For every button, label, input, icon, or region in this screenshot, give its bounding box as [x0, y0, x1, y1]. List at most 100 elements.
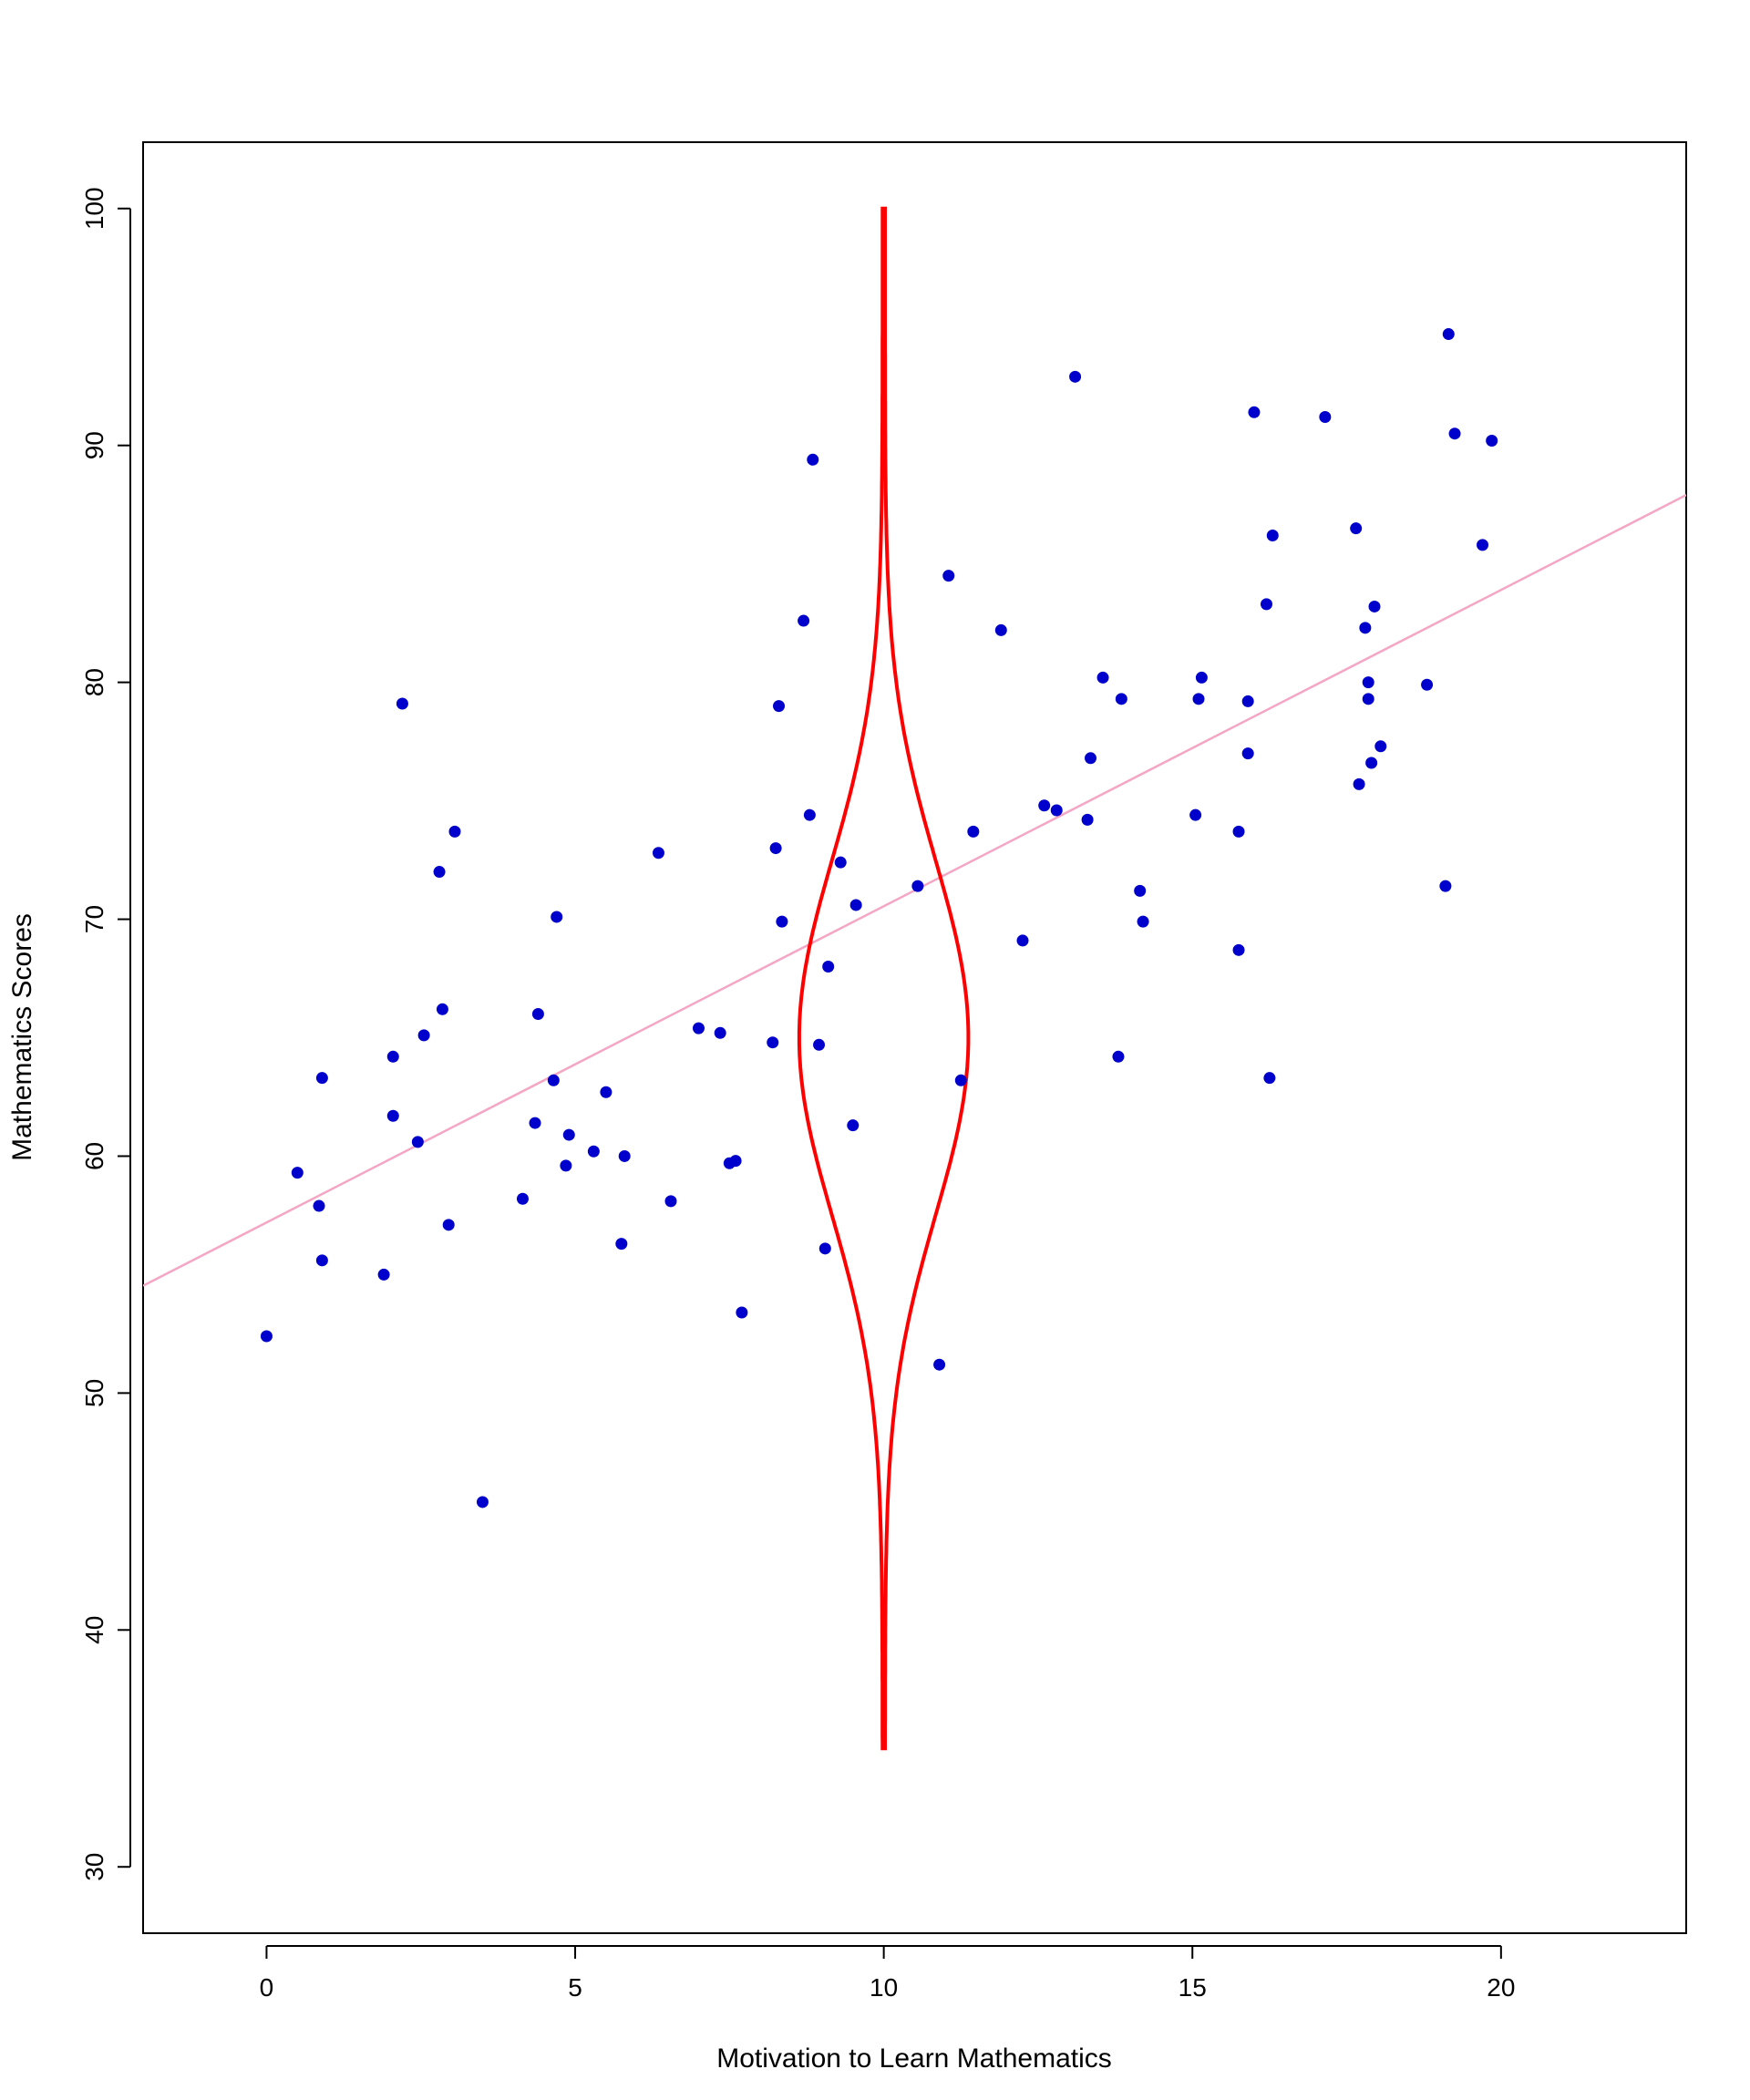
data-point: [942, 570, 955, 582]
data-point: [1232, 825, 1245, 838]
data-point: [776, 915, 788, 928]
data-point: [1448, 427, 1461, 440]
data-point: [442, 1219, 455, 1231]
data-point: [834, 856, 847, 869]
data-point: [587, 1145, 600, 1158]
y-axis-title: Mathematics Scores: [7, 913, 37, 1161]
data-point: [396, 697, 408, 710]
x-tick-label: 0: [260, 1973, 274, 2002]
data-point: [315, 1072, 328, 1085]
data-point: [1266, 529, 1279, 541]
data-point: [448, 825, 461, 838]
data-point: [1353, 777, 1365, 790]
data-point: [1115, 693, 1127, 705]
data-point: [377, 1268, 390, 1281]
data-point: [773, 700, 786, 713]
data-point: [954, 1074, 967, 1086]
data-point: [1368, 600, 1381, 612]
data-point: [560, 1159, 572, 1172]
data-point: [1016, 934, 1029, 947]
data-point: [849, 899, 862, 911]
data-point: [967, 825, 980, 838]
data-point: [664, 1195, 677, 1208]
data-point: [476, 1496, 489, 1508]
data-point: [1137, 915, 1149, 928]
data-point: [818, 1242, 831, 1255]
x-axis: 0 5 10 15 20: [260, 1945, 1515, 2002]
data-point: [1096, 671, 1109, 684]
data-point: [803, 808, 816, 821]
data-point: [1192, 693, 1205, 705]
data-point: [291, 1167, 304, 1179]
data-point: [516, 1192, 529, 1205]
data-point: [1359, 622, 1372, 634]
data-point: [807, 453, 819, 466]
data-point: [1477, 539, 1489, 551]
data-point: [1439, 880, 1452, 892]
data-point: [798, 614, 810, 627]
x-axis-title: Motivation to Learn Mathematics: [716, 2043, 1112, 2074]
data-point: [315, 1254, 328, 1267]
x-tick-label: 15: [1179, 1973, 1207, 2002]
y-tick-label: 50: [80, 1379, 108, 1407]
data-point: [618, 1149, 631, 1162]
data-point: [417, 1029, 430, 1042]
data-point: [847, 1119, 860, 1132]
data-point: [1486, 435, 1498, 447]
data-point: [1261, 598, 1273, 611]
data-point: [1241, 695, 1254, 707]
data-point: [547, 1074, 560, 1086]
data-point: [313, 1199, 325, 1212]
y-tick-label: 80: [80, 668, 108, 696]
data-point: [994, 623, 1007, 636]
data-point: [260, 1330, 273, 1343]
plot-frame: [142, 141, 1687, 1934]
y-tick-label: 90: [80, 431, 108, 459]
data-point: [1081, 813, 1094, 826]
data-point: [1374, 740, 1387, 753]
data-point: [692, 1022, 705, 1035]
x-tick-label: 10: [870, 1973, 898, 2002]
data-point: [769, 842, 782, 855]
x-tick-label: 5: [568, 1973, 582, 2002]
data-point: [1365, 757, 1378, 769]
data-point: [411, 1136, 424, 1148]
data-point: [1319, 411, 1332, 424]
data-point: [1050, 804, 1063, 817]
data-point: [1134, 884, 1147, 897]
data-point: [1241, 747, 1254, 760]
plot-area: [143, 206, 1686, 1751]
data-point: [436, 1003, 448, 1015]
data-point: [1189, 808, 1202, 821]
data-point: [1362, 693, 1374, 705]
data-point: [1232, 943, 1245, 956]
data-point: [767, 1036, 779, 1049]
data-point: [736, 1306, 748, 1319]
data-point: [531, 1008, 544, 1021]
density-curve: [797, 206, 971, 1751]
data-point: [813, 1038, 826, 1051]
data-point: [529, 1117, 541, 1129]
data-point: [1263, 1072, 1276, 1085]
data-point: [652, 847, 664, 860]
data-point: [386, 1109, 399, 1122]
data-point: [551, 911, 563, 923]
data-point: [822, 961, 835, 973]
data-point: [1350, 522, 1363, 535]
data-point: [1038, 799, 1051, 812]
data-point: [1085, 752, 1097, 765]
data-point: [562, 1128, 575, 1141]
y-tick-label: 30: [80, 1853, 108, 1881]
data-point: [1442, 328, 1455, 341]
data-point: [1112, 1050, 1125, 1063]
data-point: [911, 880, 924, 892]
data-point: [1421, 678, 1434, 691]
data-point: [933, 1358, 946, 1371]
y-tick-label: 60: [80, 1142, 108, 1170]
y-tick-label: 40: [80, 1616, 108, 1644]
data-point: [433, 866, 446, 879]
data-point: [1362, 676, 1374, 689]
data-point: [600, 1086, 612, 1098]
y-axis: 30 40 50 60 70 80 90 100: [80, 187, 131, 1881]
